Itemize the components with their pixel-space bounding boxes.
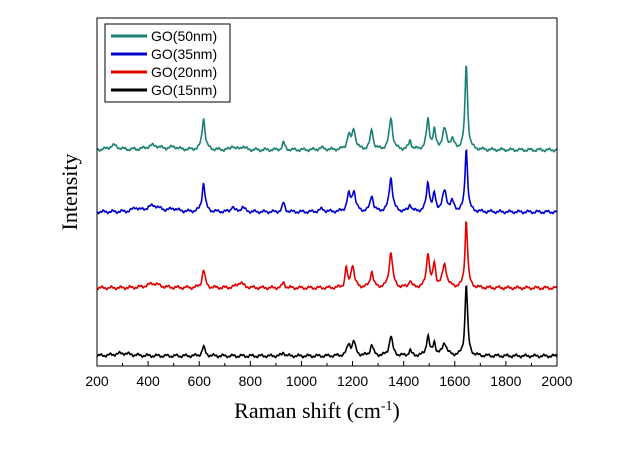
x-tick-label: 800: [239, 373, 263, 389]
x-axis-title-sup: -1: [381, 399, 393, 414]
x-axis-title: Raman shift (cm-1): [234, 398, 400, 423]
plot-lines: [96, 65, 558, 359]
x-tick-label: 1400: [388, 373, 419, 389]
x-tick-label: 400: [136, 373, 160, 389]
x-tick-label: 200: [85, 373, 109, 389]
legend-label: GO(50nm): [151, 28, 217, 44]
x-ticks: 200 400 600 800 1000 1200 1400 1600 1800 2000: [85, 361, 573, 389]
x-tick-label: 1000: [286, 373, 317, 389]
x-tick-label: 1800: [490, 373, 521, 389]
series-line-go15nm: [96, 285, 558, 359]
x-tick-label: 1200: [337, 373, 368, 389]
y-axis-title: Intensity: [57, 154, 82, 231]
series-line-go35nm: [96, 148, 558, 215]
legend-label: GO(15nm): [151, 82, 217, 98]
legend: GO(50nm) GO(35nm) GO(20nm) GO(15nm): [104, 23, 231, 103]
x-tick-label: 1600: [439, 373, 470, 389]
series-line-go50nm: [96, 65, 558, 153]
legend-label: GO(35nm): [151, 46, 217, 62]
x-tick-label: 600: [188, 373, 212, 389]
legend-label: GO(20nm): [151, 64, 217, 80]
series-line-go20nm: [96, 220, 558, 291]
x-axis-title-main: Raman shift (cm: [234, 398, 381, 423]
x-axis-title-close: ): [392, 398, 399, 423]
x-tick-label: 2000: [541, 373, 572, 389]
